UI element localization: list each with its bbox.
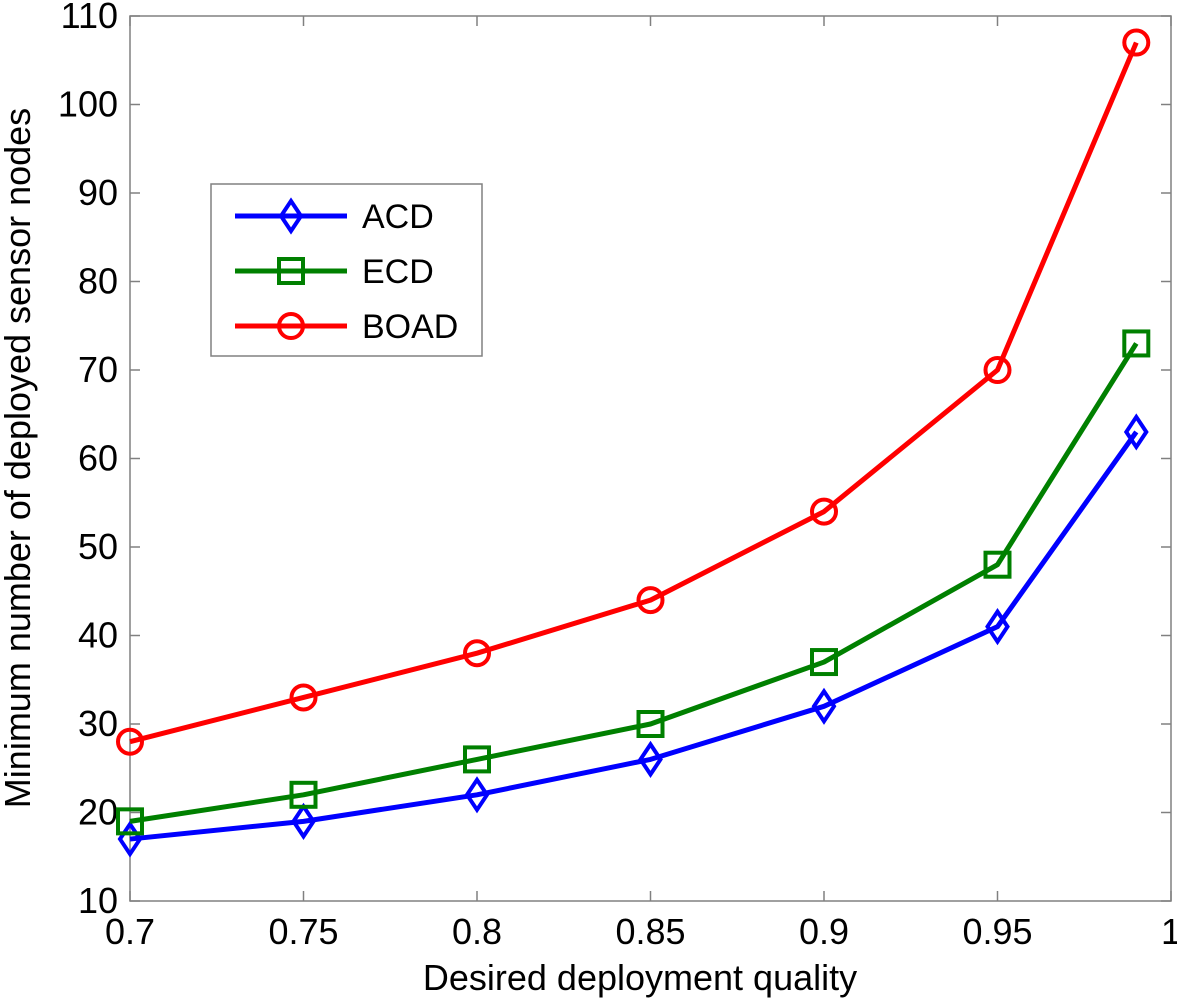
data-point-acd: [291, 802, 316, 840]
y-tick-label: 80: [78, 261, 118, 302]
y-tick-label: 90: [78, 172, 118, 213]
x-tick-label: 0.7: [105, 911, 155, 952]
data-point-boad: [636, 586, 665, 615]
data-point-acd: [638, 740, 663, 779]
legend-marker-boad: [277, 312, 305, 340]
data-point-boad: [116, 727, 144, 756]
legend: ACD ECD BOAD: [210, 183, 483, 357]
legend-label-ecd: ECD: [362, 253, 434, 291]
y-tick-label: 60: [78, 438, 118, 479]
data-point-ecd: [116, 807, 144, 836]
plot-area: [129, 15, 1172, 902]
y-tick-label: 30: [78, 703, 118, 744]
x-tick-label: 0.8: [452, 911, 502, 952]
x-tick-label: 0.75: [268, 911, 338, 952]
x-tick-label: 0.85: [615, 911, 685, 952]
x-tick-label: 1: [1161, 911, 1177, 952]
series-line-boad: [129, 41, 1139, 745]
y-tick-label: 70: [78, 349, 118, 390]
legend-label-boad: BOAD: [362, 308, 458, 346]
data-point-acd: [464, 776, 490, 814]
legend-label-acd: ACD: [362, 198, 434, 236]
legend-marker-ecd: [277, 257, 305, 285]
x-axis-ticks: 0.7 0.75 0.8 0.85 0.9 0.95 1: [105, 16, 1177, 952]
y-tick-label: 50: [78, 526, 118, 567]
y-tick-label: 20: [78, 792, 118, 833]
x-tick-label: 0.95: [962, 911, 1032, 952]
data-point-ecd: [636, 710, 665, 738]
legend-marker-acd: [278, 197, 304, 235]
data-point-ecd: [463, 745, 491, 774]
data-point-acd: [811, 687, 837, 725]
data-point-ecd: [810, 648, 838, 677]
data-point-ecd: [1122, 329, 1151, 358]
data-point-ecd: [289, 780, 318, 809]
series-acd: [117, 413, 1149, 858]
series-line-acd: [129, 430, 1139, 842]
y-tick-label: 110: [61, 0, 118, 36]
y-axis-ticks: 10 20 30 40 50 60 70 80 90 100 110: [58, 0, 1171, 921]
series-ecd: [116, 329, 1151, 836]
data-point-boad: [810, 497, 838, 526]
data-point-acd: [985, 608, 1010, 646]
series-line-ecd: [129, 342, 1139, 824]
data-point-boad: [289, 683, 318, 712]
data-point-boad: [983, 356, 1012, 384]
series-boad: [116, 28, 1151, 756]
legend-item-ecd: ECD: [235, 253, 434, 291]
data-point-boad: [463, 639, 491, 668]
y-tick-label: 40: [78, 615, 118, 656]
data-point-ecd: [983, 550, 1012, 579]
legend-item-boad: BOAD: [235, 308, 458, 346]
y-tick-label: 10: [78, 880, 118, 921]
series-layer: [116, 28, 1151, 858]
x-tick-label: 0.9: [799, 911, 849, 952]
x-axis-label: Desired deployment quality: [423, 957, 857, 998]
data-point-boad: [1122, 28, 1151, 57]
y-tick-label: 100: [58, 84, 118, 125]
legend-item-acd: ACD: [235, 197, 434, 236]
y-axis-label: Minimum number of deployed sensor nodes: [0, 108, 38, 808]
data-point-acd: [1123, 413, 1149, 451]
